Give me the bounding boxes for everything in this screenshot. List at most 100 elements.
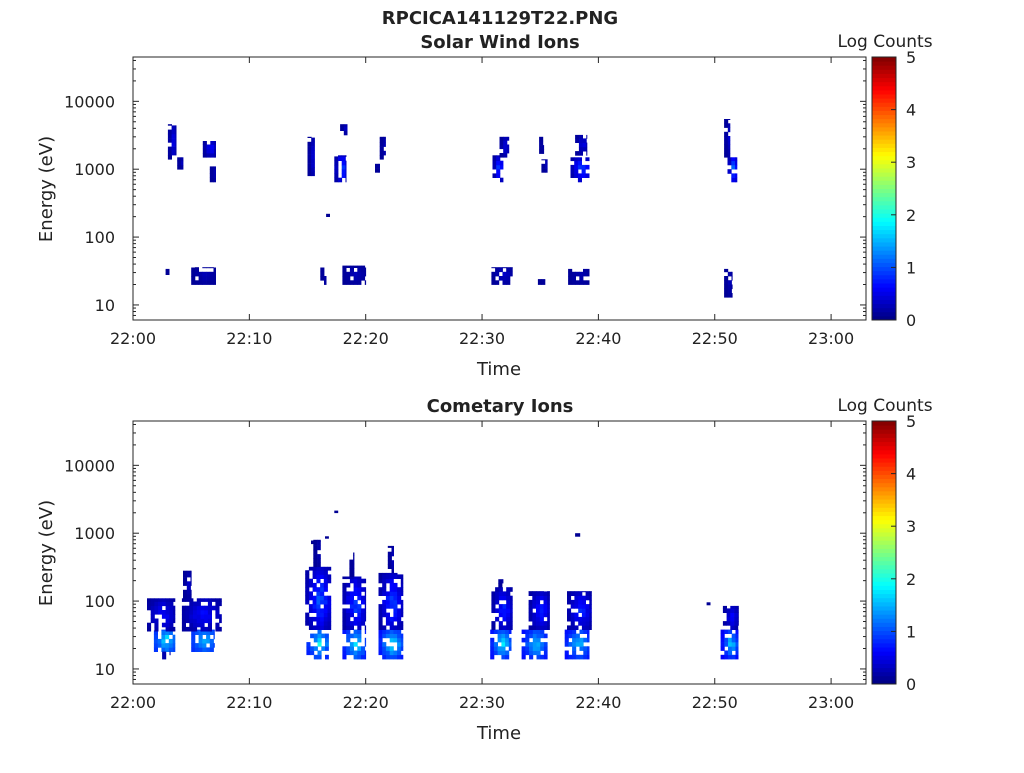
heatmap-cell [214,144,216,150]
heatmap-cell [525,637,530,643]
heatmap-cell [578,138,583,143]
heatmap-cell [506,621,511,626]
heatmap-cell [382,612,387,618]
heatmap-cell [186,572,191,578]
heatmap-cell [213,276,216,281]
heatmap-cell [502,591,507,596]
heatmap-cell [397,616,402,622]
heatmap-cell [312,595,317,601]
heatmap-cell [324,276,327,281]
heatmap-cell [169,651,171,656]
heatmap-cell [510,612,513,618]
heatmap-cell [194,643,199,648]
heatmap-cell [311,154,315,160]
cometary-panel: Cometary Ions Log Counts Time Energy (eV… [36,396,933,744]
heatmap-cell [165,634,170,640]
heatmap-cell [357,646,362,651]
heatmap-cell [353,604,358,609]
heatmap-cell [308,604,313,609]
heatmap-cell [346,599,351,605]
heatmap-cell [581,612,586,618]
heatmap-cell [346,608,351,613]
heatmap-cell [346,633,351,639]
heatmap-blob [722,605,739,630]
heatmap-cell [589,621,592,626]
heatmap-cell [165,618,170,624]
heatmap-cell [209,280,214,285]
heatmap-cell [501,633,506,639]
heatmap-cell [202,630,207,635]
heatmap-cell [589,591,592,593]
heatmap-cell [578,621,583,626]
heatmap-cell [323,604,328,609]
heatmap-cell [577,160,582,166]
heatmap-cell [193,618,198,624]
heatmap-cell [528,608,533,613]
heatmap-cell [541,159,546,161]
heatmap-cell [575,271,580,277]
heatmap-cell [726,608,731,613]
heatmap-cell [172,634,176,640]
heatmap-cell [183,577,188,582]
heatmap-blob [311,540,315,545]
heatmap-cell [334,156,339,161]
heatmap-cell [341,160,346,166]
heatmap-cell [193,614,198,619]
heatmap-cell [501,654,506,660]
heatmap-cell [323,621,328,626]
heatmap-cell [731,284,733,290]
heatmap-cell [543,650,548,656]
heatmap-cell [589,625,592,630]
heatmap-cell [730,612,735,618]
heatmap-cell [496,156,501,161]
heatmap-cell [499,140,504,145]
colorbar-tick-label: 3 [906,153,916,172]
heatmap-cell [342,650,347,656]
heatmap-cell [393,616,398,622]
heatmap-cell [579,654,584,660]
colorbar-segment [872,213,896,218]
colorbar-segment [872,585,896,590]
heatmap-cell [491,595,496,601]
heatmap-blob [191,267,216,285]
heatmap-cell [378,168,380,173]
heatmap-cell [342,280,347,285]
colorbar-segment [872,143,896,148]
heatmap-cell [153,643,158,648]
heatmap-cell [310,650,315,656]
heatmap-cell [349,646,354,651]
heatmap-cell [503,140,508,145]
heatmap-cell [731,646,736,651]
heatmap-cell [585,591,590,596]
heatmap-cell [495,591,500,596]
heatmap-cell [495,616,500,622]
heatmap-cell [397,591,402,596]
heatmap-cell [317,562,321,568]
heatmap-cell [498,579,503,584]
heatmap-cell [385,633,390,639]
heatmap-cell [537,280,542,285]
heatmap-cell [312,604,317,609]
heatmap-cell [385,612,390,618]
heatmap-cell [345,177,347,183]
heatmap-cell [570,591,575,593]
heatmap-cell [200,618,205,624]
heatmap-cell [730,605,735,609]
colorbar-tick-label: 0 [906,311,916,330]
heatmap-cell [574,164,579,170]
heatmap-cell [521,654,526,660]
heatmap-cell [320,595,325,601]
heatmap-cell [168,643,173,648]
colorbar-segment [872,568,896,574]
heatmap-cell [400,612,404,618]
heatmap-cell [327,612,332,618]
colorbar-segment [872,433,896,438]
heatmap-cell [209,647,214,652]
heatmap-cell [189,622,194,628]
heatmap-cell [498,608,503,613]
heatmap-cell [196,601,201,607]
heatmap-cell [349,612,354,618]
heatmap-cell [364,637,367,643]
heatmap-cell [172,638,176,644]
colorbar-tick-label: 4 [906,101,916,120]
